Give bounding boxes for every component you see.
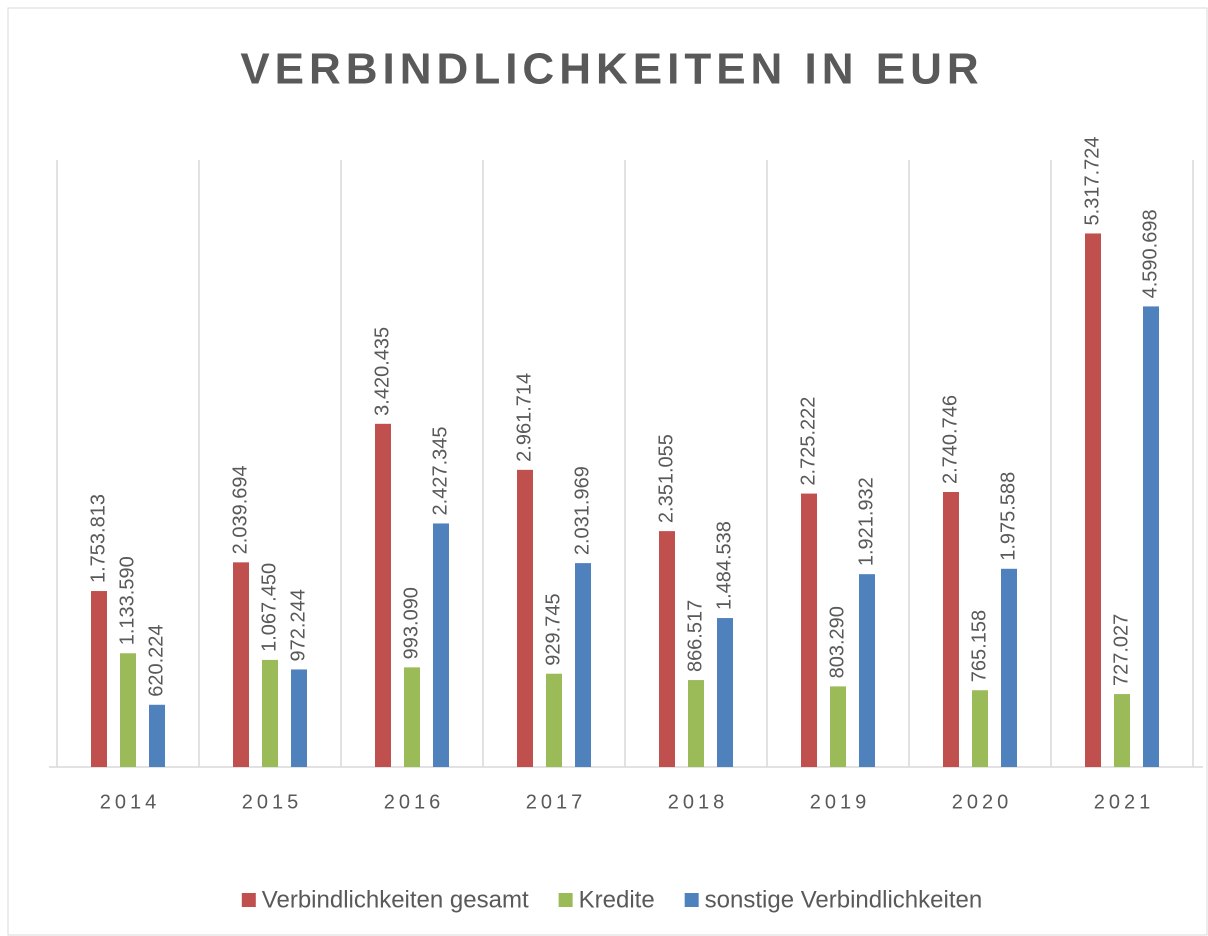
x-tick-label: 2021 <box>1094 791 1155 813</box>
bar <box>830 686 846 767</box>
value-label: 5.317.724 <box>1081 136 1103 225</box>
chart-border <box>7 7 1208 936</box>
value-label: 972.244 <box>287 589 309 661</box>
bar <box>546 673 562 767</box>
value-label: 1.067.450 <box>258 563 280 652</box>
bar <box>972 690 988 767</box>
value-label: 4.590.698 <box>1139 209 1161 298</box>
value-label: 2.351.055 <box>655 434 677 523</box>
value-label: 866.517 <box>684 600 706 672</box>
x-tick-label: 2019 <box>810 791 871 813</box>
legend-label: Kredite <box>579 886 655 913</box>
value-label: 2.961.714 <box>513 373 535 462</box>
bar <box>801 493 817 767</box>
bar <box>859 574 875 767</box>
bar <box>1085 233 1101 768</box>
chart-title: VERBINDLICHKEITEN IN EUR <box>240 45 983 94</box>
value-label: 2.039.694 <box>229 465 251 554</box>
x-tick-label: 2014 <box>100 791 161 813</box>
x-tick-label: 2018 <box>668 791 729 813</box>
value-label: 1.484.538 <box>713 521 735 610</box>
value-label: 993.090 <box>400 587 422 659</box>
value-label: 2.725.222 <box>797 397 819 486</box>
bar <box>1001 568 1017 767</box>
bar <box>375 423 391 767</box>
x-tick-label: 2020 <box>952 791 1013 813</box>
value-label: 3.420.435 <box>371 327 393 416</box>
x-tick-label: 2015 <box>242 791 303 813</box>
bar <box>404 667 420 767</box>
bar <box>262 659 278 767</box>
x-tick-label: 2016 <box>384 791 445 813</box>
value-label: 1.975.588 <box>997 472 1019 561</box>
bar <box>943 492 959 767</box>
bar <box>575 563 591 767</box>
bar <box>717 618 733 767</box>
bar <box>149 704 165 767</box>
value-label: 1.753.813 <box>87 494 109 583</box>
value-label: 803.290 <box>826 606 848 678</box>
bar <box>233 562 249 767</box>
bar <box>1143 306 1159 767</box>
legend-swatch <box>684 893 699 907</box>
bar <box>517 469 533 767</box>
bar <box>291 669 307 767</box>
bar <box>1114 694 1130 767</box>
value-label: 2.427.345 <box>429 426 451 515</box>
value-label: 1.921.932 <box>855 477 877 566</box>
bar <box>659 531 675 767</box>
value-label: 2.031.969 <box>571 466 593 555</box>
value-label: 765.158 <box>968 610 990 682</box>
bar <box>688 680 704 767</box>
bar <box>120 653 136 767</box>
value-label: 727.027 <box>1110 614 1132 686</box>
legend-label: Verbindlichkeiten gesamt <box>262 886 529 913</box>
legend-swatch <box>558 893 573 907</box>
legend-swatch <box>241 893 256 907</box>
value-label: 2.740.746 <box>939 395 961 484</box>
value-label: 620.224 <box>145 624 167 696</box>
value-label: 1.133.590 <box>116 556 138 645</box>
legend-label: sonstige Verbindlichkeiten <box>705 886 983 913</box>
bar <box>91 591 107 767</box>
bar <box>433 523 449 767</box>
x-tick-label: 2017 <box>526 791 587 813</box>
value-label: 929.745 <box>542 593 564 665</box>
